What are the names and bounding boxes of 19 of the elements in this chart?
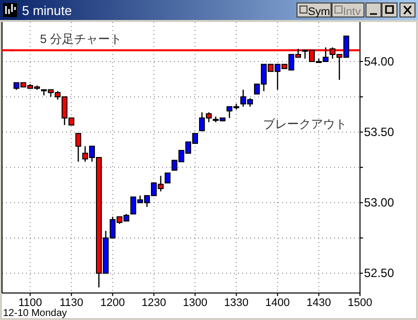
text: Intv (343, 6, 362, 18)
x-tick-label: 1230 (142, 297, 166, 309)
y-tick-label: 53.00 (364, 196, 394, 210)
y-tick-label: 54.00 (364, 54, 394, 69)
x-tick-label: 1130 (60, 297, 84, 309)
text: Sym (308, 6, 330, 18)
x-tick-label: 1300 (182, 297, 208, 309)
annotation: ブレークアウト (263, 117, 347, 131)
y-tick-label: 52.50 (364, 266, 394, 280)
x-tick-label: 1100 (18, 297, 42, 309)
x-tick-label: 1430 (306, 297, 332, 309)
y-tick-label: 53.50 (364, 125, 394, 140)
chart-title: 5 minute (22, 3, 72, 18)
x-tick-label: 1330 (224, 297, 249, 309)
annotation: 5 分足チャート (40, 32, 122, 46)
x-tick-label: 1400 (265, 297, 290, 309)
text: 12-10 Monday (3, 308, 67, 319)
x-tick-label: 1200 (100, 297, 125, 309)
x-tick-label: 1500 (348, 297, 372, 309)
